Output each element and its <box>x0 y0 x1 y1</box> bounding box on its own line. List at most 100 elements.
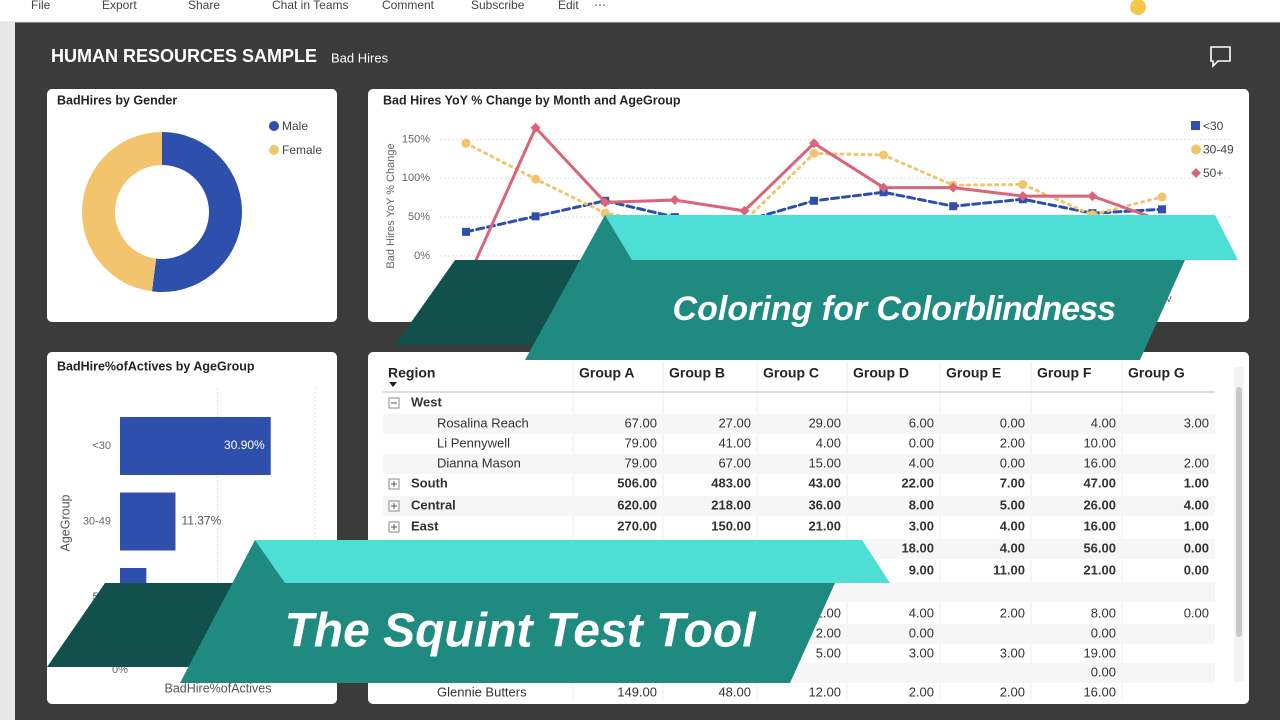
banner-text-bold: blindness <box>965 290 1115 328</box>
legend-marker <box>1191 144 1201 155</box>
row-label: East <box>411 518 439 533</box>
report-subtitle: Bad Hires <box>331 50 389 65</box>
banner-text-part: Coloring for Color <box>673 290 968 328</box>
row-label: Dianna Mason <box>437 455 521 470</box>
cell-value: 5.00 <box>1000 497 1025 512</box>
cell-value: 21.00 <box>1083 562 1116 577</box>
donut-slice <box>81 132 162 292</box>
column-header: Group A <box>579 365 634 381</box>
banner-band <box>180 540 835 683</box>
cell-value: 6.00 <box>909 415 934 430</box>
cell-value: 16.00 <box>1083 518 1116 533</box>
marker <box>1018 179 1028 189</box>
toolbar-item[interactable]: Edit <box>558 0 579 12</box>
column-header: Group B <box>669 365 725 381</box>
toolbar-item[interactable]: Subscribe <box>471 0 525 12</box>
marker <box>1157 192 1167 202</box>
comment-icon[interactable] <box>1210 46 1231 68</box>
y-tick-label: 0% <box>414 250 430 262</box>
row-band <box>383 414 1215 434</box>
cell-value: 48.00 <box>718 684 751 699</box>
legend-marker <box>1191 168 1201 178</box>
marker <box>739 205 750 216</box>
scroll-thumb[interactable] <box>1236 387 1242 637</box>
cell-value: 4.00 <box>816 435 841 450</box>
marker <box>1087 191 1098 202</box>
column-header: Group C <box>763 365 819 381</box>
cell-value: 4.00 <box>1184 497 1209 512</box>
y-axis-title: Bad Hires YoY % Change <box>385 143 397 268</box>
legend-label: Female <box>282 143 322 157</box>
column-header: Group F <box>1037 365 1092 381</box>
marker <box>530 122 541 133</box>
cell-value: 0.00 <box>1091 664 1116 679</box>
cell-value: 16.00 <box>1083 455 1116 470</box>
cell-value: 79.00 <box>624 455 657 470</box>
cell-value: 67.00 <box>624 415 657 430</box>
cell-value: 67.00 <box>718 455 751 470</box>
cell-value: 0.00 <box>1000 415 1025 430</box>
legend-label: Male <box>282 119 308 133</box>
row-label: Rosalina Reach <box>437 415 529 430</box>
toolbar-item[interactable]: Comment <box>382 0 435 12</box>
row-label: West <box>411 394 442 409</box>
visual-title: BadHires by Gender <box>57 93 177 107</box>
marker <box>1017 191 1028 202</box>
cell-value: 218.00 <box>711 497 751 512</box>
data-label: 30.90% <box>224 438 265 452</box>
row-label: Central <box>411 497 456 512</box>
cell-value: 16.00 <box>1083 684 1116 699</box>
cell-value: 2.00 <box>1000 435 1025 450</box>
toolbar-item[interactable]: Chat in Teams <box>272 0 348 12</box>
sort-indicator <box>389 382 397 387</box>
marker <box>809 138 819 149</box>
cell-value: 150.00 <box>711 518 751 533</box>
toolbar-item[interactable]: ⋯ <box>594 0 606 12</box>
cell-value: 8.00 <box>909 497 934 512</box>
marker <box>879 150 889 160</box>
cell-value: 4.00 <box>1000 540 1025 555</box>
cell-value: 483.00 <box>711 475 751 490</box>
cell-value: 4.00 <box>909 605 934 620</box>
banner-text: Coloring for Colorblindness <box>673 290 1116 328</box>
legend-label: 30-49 <box>1203 143 1234 157</box>
cell-value: 0.00 <box>1184 540 1209 555</box>
y-tick-label: 50% <box>408 211 430 223</box>
marker <box>948 182 959 193</box>
visual-title: BadHire%ofActives by AgeGroup <box>57 359 255 373</box>
cell-value: 3.00 <box>1184 415 1209 430</box>
y-tick-label: 100% <box>402 172 430 184</box>
cell-value: 4.00 <box>1000 518 1025 533</box>
visual-title: Bad Hires YoY % Change by Month and AgeG… <box>383 93 681 107</box>
cell-value: 12.00 <box>808 684 841 699</box>
toolbar-item[interactable]: Export <box>102 0 137 12</box>
marker <box>462 227 470 236</box>
row-label: Li Pennywell <box>437 435 510 450</box>
toolbar-item[interactable]: File <box>31 0 51 12</box>
marker <box>531 174 541 184</box>
toolbar <box>0 0 1280 22</box>
cell-value: 22.00 <box>901 475 934 490</box>
marker <box>600 197 611 208</box>
data-label: 11.37% <box>181 514 221 528</box>
banner-strip <box>605 215 1238 260</box>
cell-value: 506.00 <box>617 475 657 490</box>
cell-value: 3.00 <box>909 518 934 533</box>
cell-value: 4.00 <box>909 455 934 470</box>
row-label: South <box>411 475 448 490</box>
cell-value: 4.00 <box>1091 415 1116 430</box>
column-header: Region <box>388 365 435 381</box>
banner-strip <box>255 540 890 583</box>
cell-value: 2.00 <box>816 625 841 640</box>
cell-value: 149.00 <box>617 684 657 699</box>
column-header: Group E <box>946 365 1001 381</box>
y-tick-label: 30-49 <box>83 515 111 527</box>
cell-value: 2.00 <box>909 684 934 699</box>
emoji-button[interactable] <box>1130 0 1146 15</box>
marker <box>531 212 540 221</box>
toolbar-item[interactable]: Share <box>188 0 220 12</box>
cell-value: 1.00 <box>1184 475 1209 490</box>
cell-value: 29.00 <box>808 415 841 430</box>
